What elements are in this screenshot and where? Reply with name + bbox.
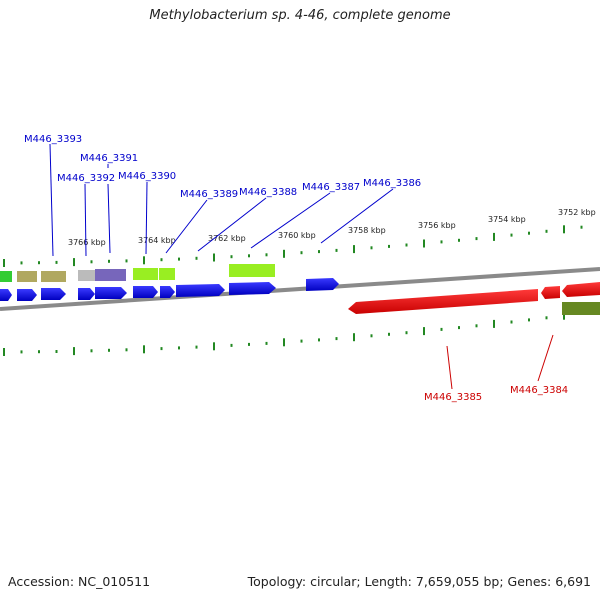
gene-arrow[interactable] <box>17 289 37 301</box>
genome-backbone <box>0 267 600 311</box>
gene-arrow[interactable] <box>0 289 12 301</box>
reverse-gene-track <box>348 282 600 314</box>
cog-box <box>0 271 12 282</box>
gene-label-m446-3391[interactable]: M446_3391 <box>80 153 138 164</box>
inner-ruler <box>3 311 583 356</box>
gene-label-m446-3385[interactable]: M446_3385 <box>424 392 482 403</box>
accession-text: Accession: NC_010511 <box>8 574 151 589</box>
cog-box <box>159 268 175 280</box>
gene-arrow[interactable] <box>348 289 538 314</box>
cog-box <box>229 264 275 277</box>
cog-box <box>17 271 37 282</box>
gene-label-m446-3384[interactable]: M446_3384 <box>510 385 568 396</box>
map-title: Methylobacterium sp. 4-46, complete geno… <box>149 8 451 23</box>
ruler-label: 3756 kbp <box>418 221 456 230</box>
gene-arrow[interactable] <box>562 282 600 297</box>
gene-arrow[interactable] <box>41 288 66 300</box>
gene-label-m446-3389[interactable]: M446_3389 <box>180 189 238 200</box>
cog-feature-track <box>0 264 600 315</box>
cog-box <box>95 269 126 281</box>
ruler-label: 3760 kbp <box>278 231 316 240</box>
gene-arrow[interactable] <box>133 286 158 298</box>
cog-box <box>133 268 158 280</box>
cog-box <box>78 270 95 281</box>
gene-label-m446-3392[interactable]: M446_3392 <box>57 173 115 184</box>
gene-arrow[interactable] <box>78 288 95 300</box>
gene-label-m446-3390[interactable]: M446_3390 <box>118 171 176 182</box>
gene-arrow[interactable] <box>176 284 225 297</box>
gene-label-m446-3393[interactable]: M446_3393 <box>24 134 82 145</box>
gene-arrow[interactable] <box>541 286 560 299</box>
ruler-labels: 3766 kbp 3764 kbp 3762 kbp 3760 kbp 3758… <box>68 208 596 247</box>
reverse-gene-labels: M446_3385 M446_3384 <box>424 385 568 403</box>
reverse-label-leaders <box>446 334 554 390</box>
ruler-label: 3764 kbp <box>138 236 176 245</box>
cog-box <box>562 302 600 315</box>
cog-box <box>41 271 66 282</box>
ruler-label: 3752 kbp <box>558 208 596 217</box>
gene-label-m446-3386[interactable]: M446_3386 <box>363 178 421 189</box>
forward-gene-labels: M446_3393 M446_3391 M446_3392 M446_3390 … <box>24 134 421 200</box>
gene-arrow[interactable] <box>229 282 276 295</box>
gene-arrow[interactable] <box>160 286 175 298</box>
ruler-label: 3754 kbp <box>488 215 526 224</box>
gene-label-m446-3387[interactable]: M446_3387 <box>302 182 360 193</box>
ruler-label: 3758 kbp <box>348 226 386 235</box>
genome-summary-text: Topology: circular; Length: 7,659,055 bp… <box>247 574 591 589</box>
gene-label-m446-3388[interactable]: M446_3388 <box>239 187 297 198</box>
forward-gene-track <box>0 278 339 301</box>
ruler-label: 3766 kbp <box>68 238 106 247</box>
outer-ruler <box>3 225 583 267</box>
ruler-label: 3762 kbp <box>208 234 246 243</box>
forward-label-leaders <box>49 143 394 257</box>
gene-arrow[interactable] <box>306 278 339 291</box>
gene-arrow[interactable] <box>95 287 127 299</box>
